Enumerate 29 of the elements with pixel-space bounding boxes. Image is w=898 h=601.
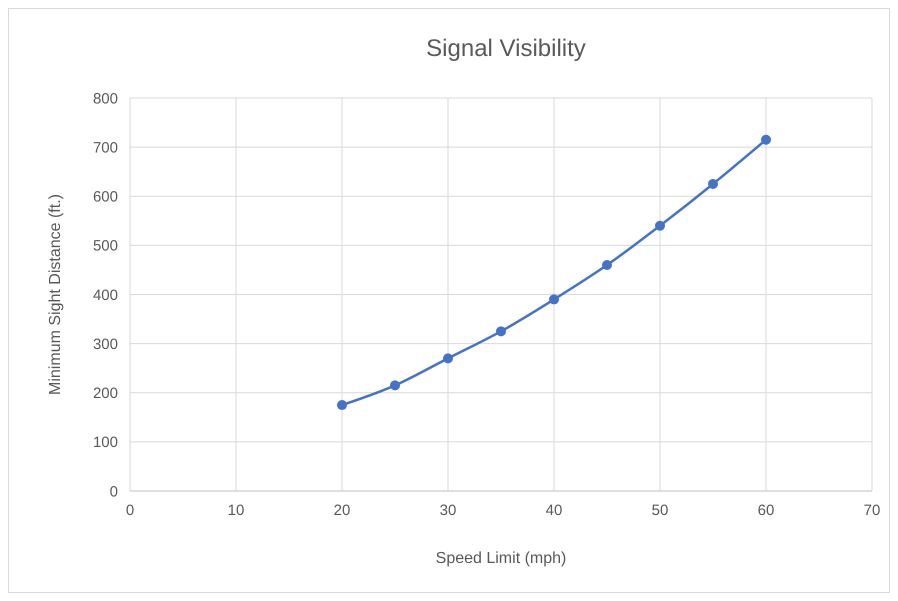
x-tick-label: 50 [652, 502, 668, 519]
y-tick-label: 600 [92, 188, 118, 206]
x-tick-label: 60 [758, 502, 774, 519]
y-tick-label: 0 [110, 483, 118, 500]
y-tick-label: 100 [92, 434, 118, 452]
chart-title: Signal Visibility [426, 35, 586, 62]
x-axis-title: Speed Limit (mph) [436, 550, 566, 567]
x-tick-label: 0 [126, 502, 134, 519]
point [549, 294, 559, 304]
y-tick-label: 300 [92, 336, 118, 353]
y-tick-label: 700 [92, 139, 118, 156]
point [708, 178, 718, 189]
y-tick-label: 400 [92, 286, 118, 304]
point [390, 380, 400, 390]
y-tick-label: 800 [92, 90, 118, 108]
x-tick-label: 10 [228, 502, 244, 519]
point [443, 353, 453, 364]
x-tick-label: 40 [546, 502, 562, 519]
point [337, 400, 347, 410]
x-tick-label: 70 [864, 502, 880, 519]
point [602, 260, 612, 270]
y-tick-label: 200 [92, 385, 118, 402]
y-axis-title: Minimum Sight Distance (ft.) [47, 194, 64, 395]
point [655, 220, 665, 231]
point [496, 326, 506, 336]
y-tick-label: 500 [92, 238, 118, 255]
point [761, 134, 771, 145]
x-tick-label: 30 [440, 502, 456, 519]
x-tick-label: 20 [334, 502, 350, 519]
